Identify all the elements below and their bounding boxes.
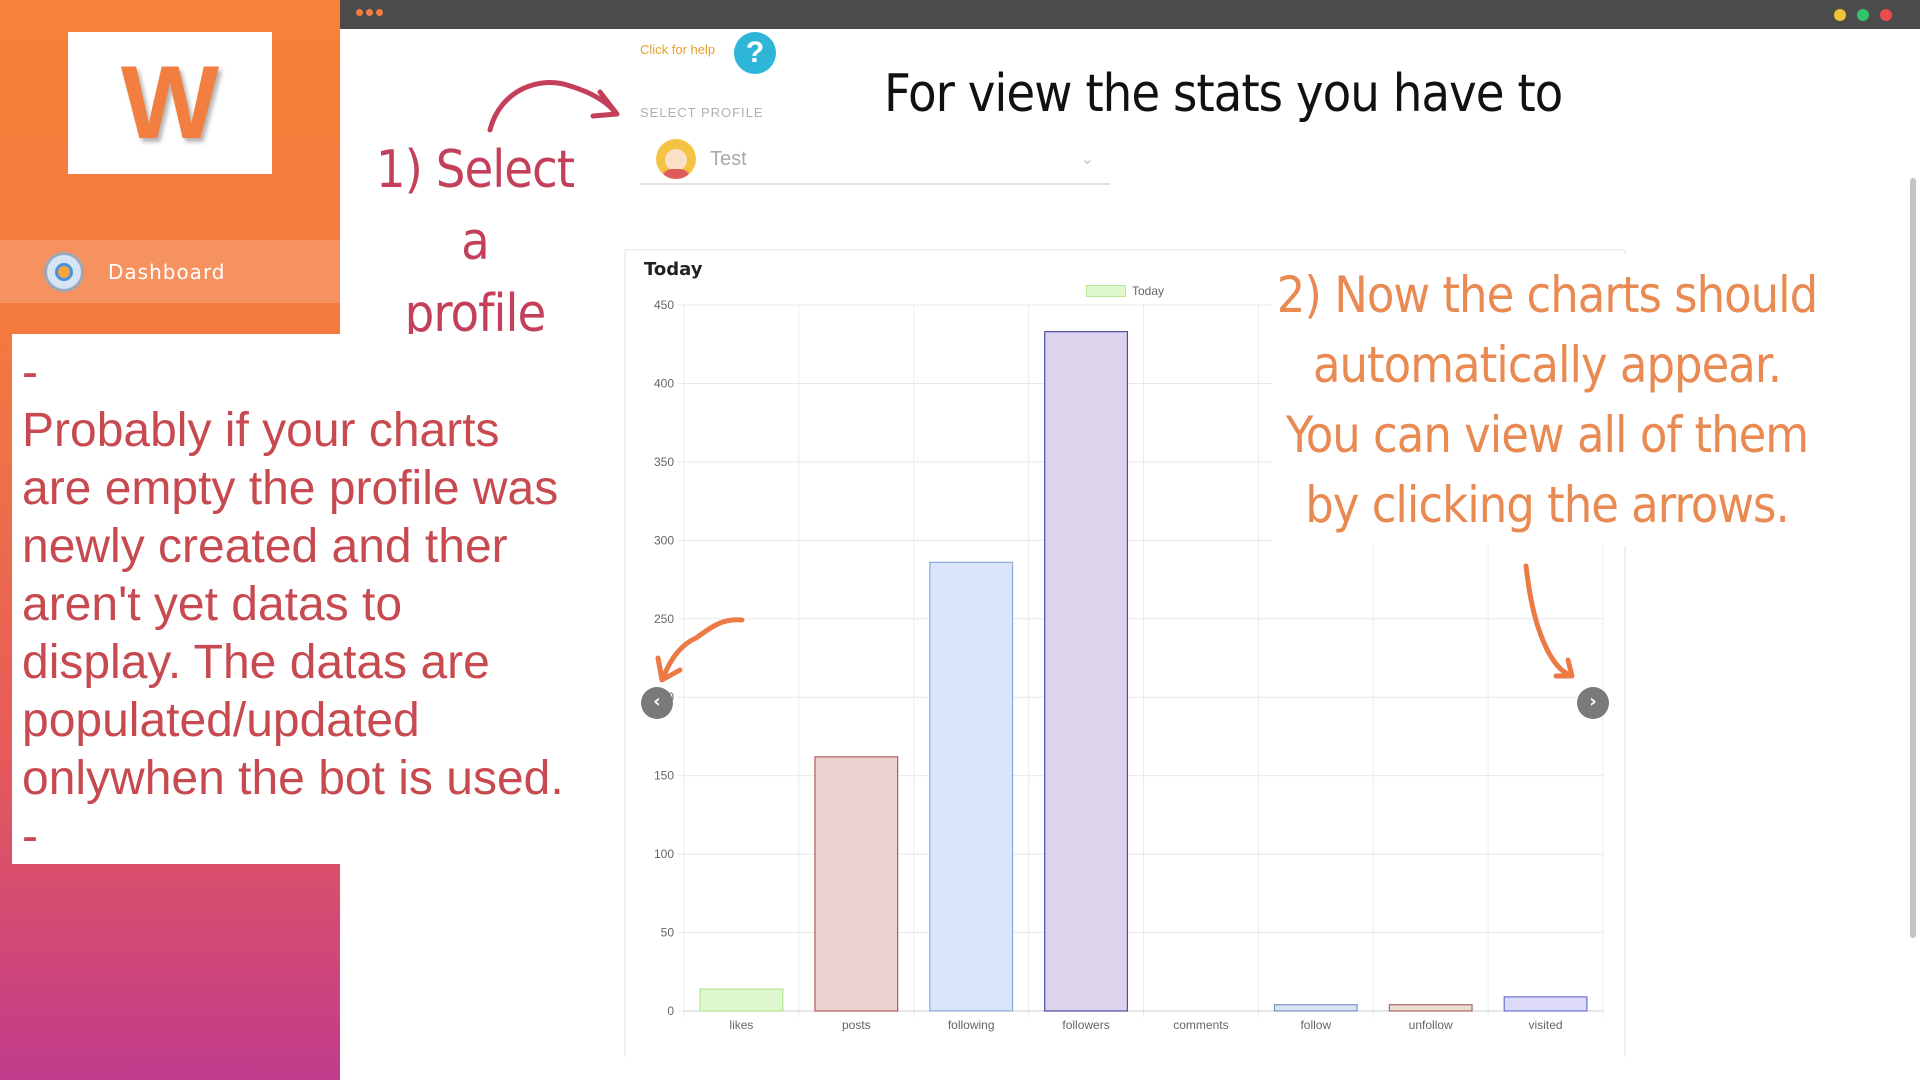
y-tick-label: 250 xyxy=(654,612,674,626)
y-tick-label: 150 xyxy=(654,769,674,783)
app-logo: W xyxy=(68,32,272,174)
bar-visited xyxy=(1503,996,1588,1012)
select-profile-label: SELECT PROFILE xyxy=(640,105,764,120)
title-bar xyxy=(340,0,1920,29)
selected-profile: Test xyxy=(710,147,747,170)
bar-follow xyxy=(1273,1004,1358,1012)
annotation-title: For view the stats you have to xyxy=(884,64,1563,124)
annotation-step2-line: You can view all of them xyxy=(1285,406,1809,464)
note-line: aren't yet datas to xyxy=(22,578,403,631)
sidebar-item-label: Dashboard xyxy=(108,259,226,284)
annotation-step1: 1) Select a profile xyxy=(360,134,590,350)
arrow-to-profile xyxy=(487,80,618,133)
bar-following xyxy=(929,561,1014,1012)
annotation-step2-line: automatically appear. xyxy=(1312,336,1782,394)
arrow-to-profile-head xyxy=(590,89,620,119)
chevron-down-icon: ⌄ xyxy=(1080,149,1094,168)
profile-select[interactable]: Test ⌄ xyxy=(640,135,1110,185)
annotation-step1-line: 1) Select a xyxy=(375,140,575,272)
help-icon[interactable]: ? xyxy=(734,32,776,74)
avatar xyxy=(656,139,696,179)
bar-likes xyxy=(699,988,784,1012)
annotation-step2-line: 2) Now the charts should xyxy=(1276,266,1818,324)
x-tick-label: follow xyxy=(1300,1018,1331,1032)
legend-swatch xyxy=(1086,285,1126,297)
scrollbar[interactable] xyxy=(1910,178,1916,938)
y-tick-label: 350 xyxy=(654,455,674,469)
note-line: populated/updated xyxy=(22,694,420,747)
note-line: - xyxy=(22,810,38,863)
bar-chart: 050100150200250300350400450likespostsfol… xyxy=(654,298,1604,1032)
window-controls xyxy=(1834,9,1892,21)
app-menu-icon[interactable] xyxy=(356,9,383,16)
minimize-button[interactable] xyxy=(1834,9,1846,21)
x-tick-label: followers xyxy=(1062,1018,1109,1032)
x-tick-label: likes xyxy=(729,1018,753,1032)
chart-title: Today xyxy=(644,259,703,280)
dashboard-icon xyxy=(44,251,84,292)
x-tick-label: following xyxy=(948,1018,995,1032)
note-box: - Probably if your charts are empty the … xyxy=(12,334,592,864)
logo-letter: W xyxy=(120,45,220,161)
legend-label: Today xyxy=(1132,284,1165,298)
annotation-step2: 2) Now the charts should automatically a… xyxy=(1272,254,1822,546)
y-tick-label: 0 xyxy=(667,1004,674,1018)
y-tick-label: 400 xyxy=(654,376,674,390)
chart-next-button[interactable]: › xyxy=(1577,687,1609,719)
y-tick-label: 100 xyxy=(654,847,674,861)
note-line: newly created and ther xyxy=(22,520,508,573)
y-tick-label: 50 xyxy=(661,926,675,940)
x-tick-label: unfollow xyxy=(1409,1018,1453,1032)
x-tick-label: posts xyxy=(842,1018,871,1032)
note-line: are empty the profile was xyxy=(22,462,559,515)
note-line: - xyxy=(22,346,38,399)
x-tick-label: comments xyxy=(1173,1018,1228,1032)
bar-unfollow xyxy=(1388,1004,1473,1012)
bar-followers xyxy=(1044,331,1129,1012)
annotation-step2-line: by clicking the arrows. xyxy=(1305,476,1790,534)
chart-prev-button[interactable]: ‹ xyxy=(641,687,673,719)
close-button[interactable] xyxy=(1880,9,1892,21)
help-link[interactable]: Click for help xyxy=(640,42,716,57)
bar-posts xyxy=(814,756,899,1012)
note-line: onlywhen the bot is used. xyxy=(22,752,564,805)
maximize-button[interactable] xyxy=(1857,9,1869,21)
note-line: Probably if your charts xyxy=(22,404,500,457)
y-tick-label: 300 xyxy=(654,533,674,547)
note-line: display. The datas are xyxy=(22,636,490,689)
chart-legend[interactable]: Today xyxy=(1086,284,1164,298)
sidebar-item-dashboard[interactable]: Dashboard xyxy=(0,240,340,303)
x-tick-label: visited xyxy=(1529,1018,1563,1032)
y-tick-label: 450 xyxy=(654,298,674,312)
